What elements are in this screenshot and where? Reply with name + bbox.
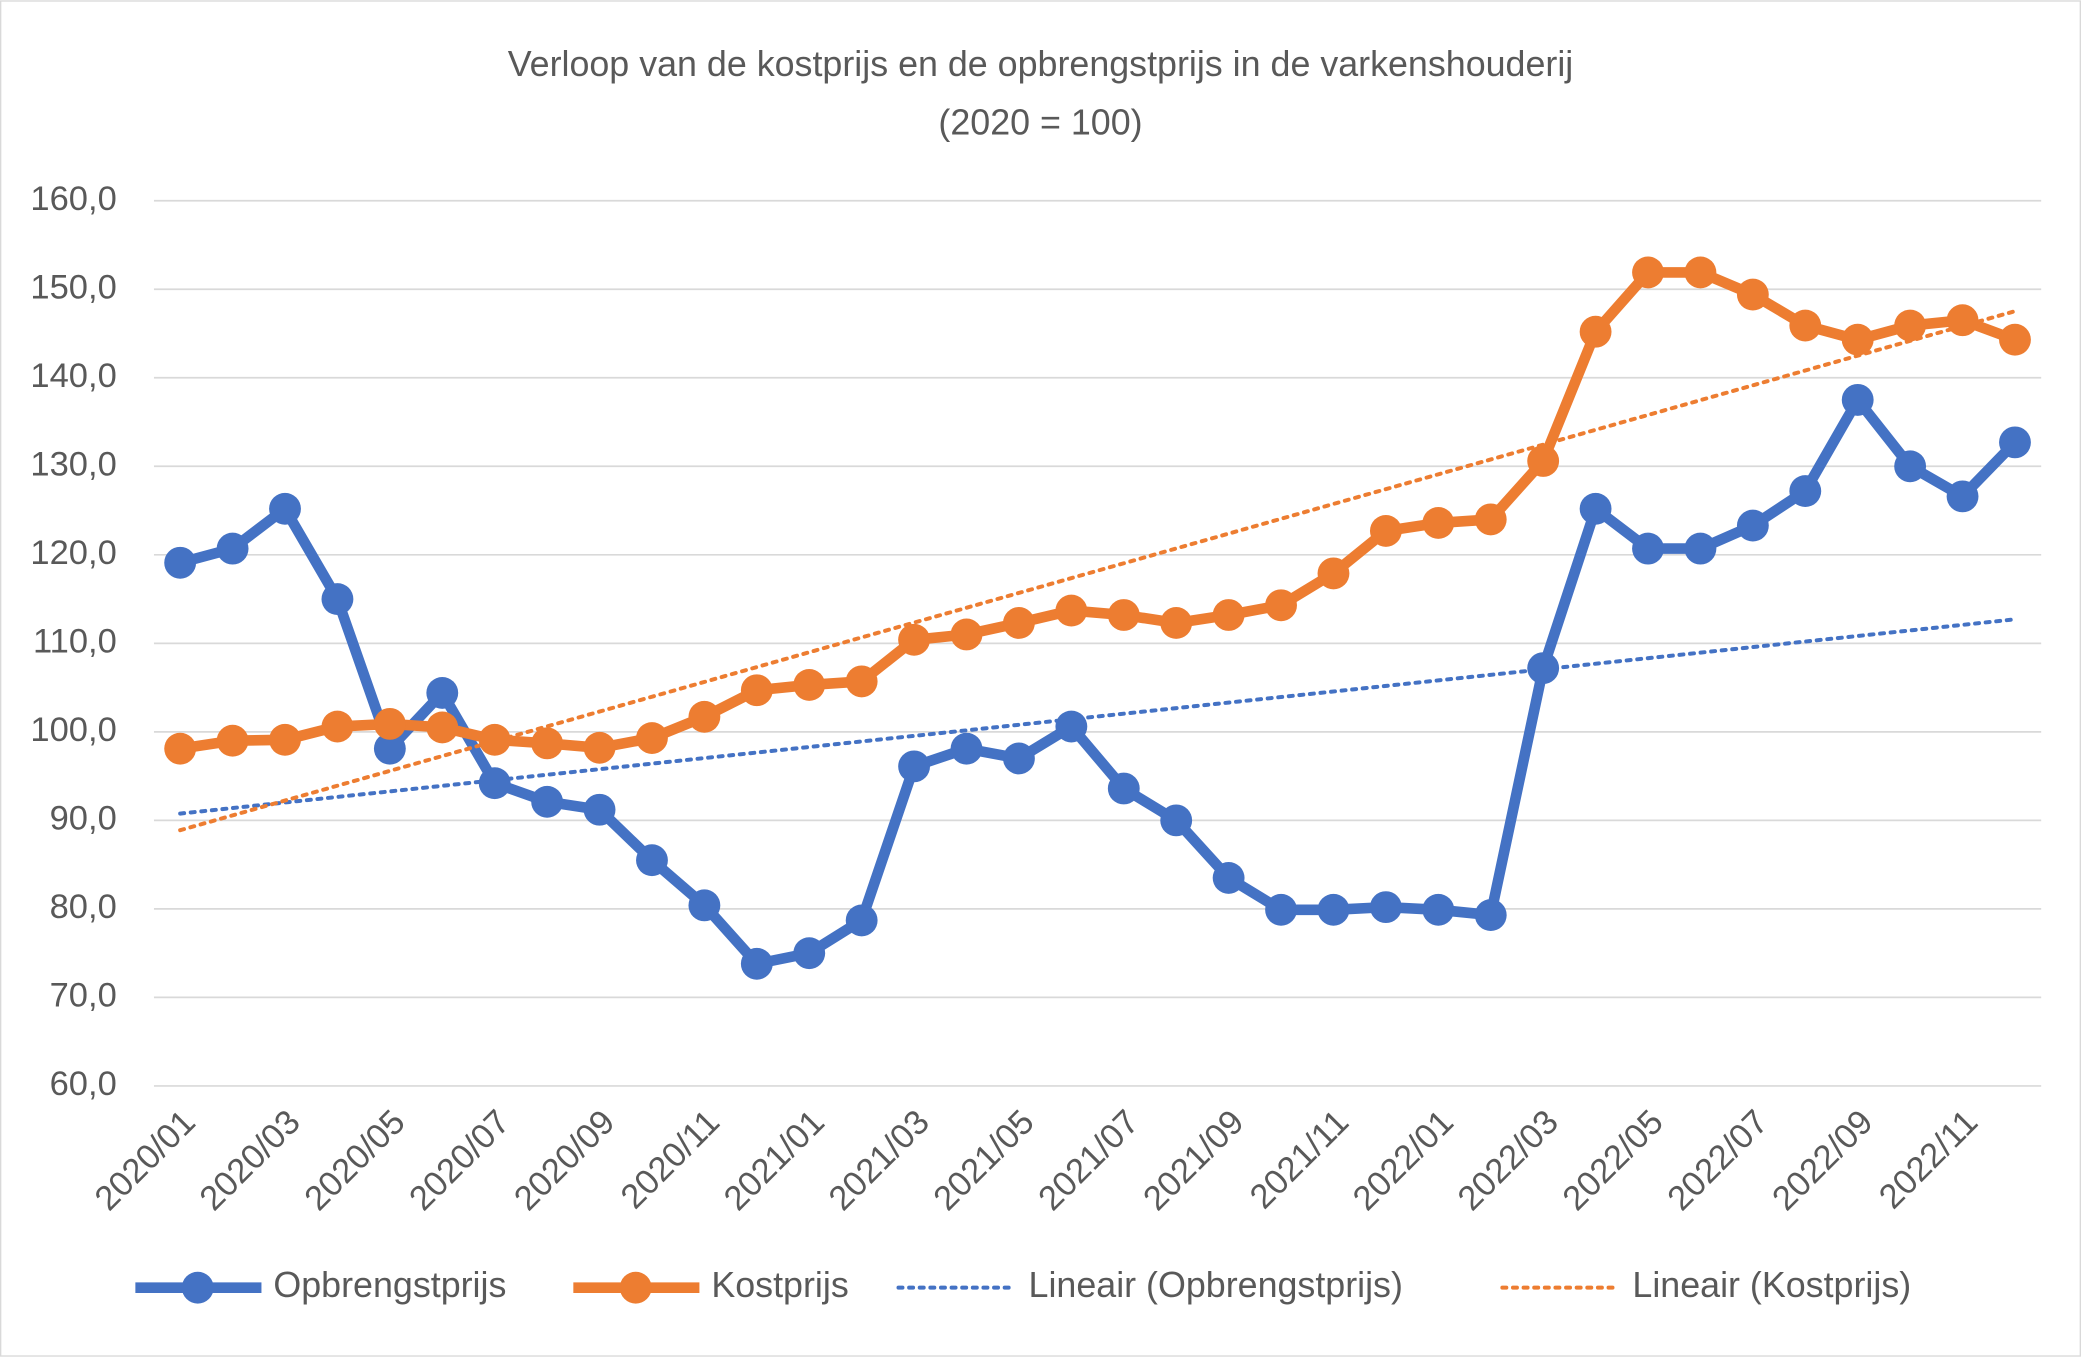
y-tick-label: 60,0 [50, 1065, 117, 1103]
data-point [373, 707, 406, 740]
data-point [1527, 445, 1560, 477]
data-point [1160, 804, 1193, 837]
data-point [321, 583, 354, 615]
legend-marker [619, 1271, 652, 1304]
data-point [269, 723, 301, 756]
data-point [373, 732, 406, 765]
legend-label: Lineair (Opbrengstprijs) [1029, 1265, 1403, 1305]
data-point [688, 889, 721, 922]
data-point [740, 674, 773, 707]
data-point [1841, 323, 1874, 356]
y-tick-label: 120,0 [30, 534, 116, 572]
y-tick-label: 100,0 [30, 711, 116, 749]
y-tick-label: 110,0 [33, 622, 117, 660]
data-point [583, 793, 616, 826]
data-point [1999, 323, 2031, 356]
legend-marker [181, 1271, 214, 1304]
data-point [688, 700, 721, 733]
data-point [1212, 599, 1245, 631]
data-point [1107, 772, 1140, 805]
data-point [1894, 450, 1927, 483]
data-point [1736, 278, 1769, 311]
data-point [636, 722, 668, 754]
data-point [426, 711, 459, 744]
data-point [636, 844, 668, 877]
data-point [1317, 893, 1350, 926]
data-point [1212, 861, 1245, 894]
data-point [1317, 557, 1350, 590]
data-point [1999, 426, 2031, 459]
data-point [1107, 599, 1140, 631]
data-point [950, 732, 983, 765]
y-tick-label: 90,0 [50, 799, 117, 837]
data-point [1003, 607, 1035, 639]
data-point [216, 724, 249, 757]
y-tick-label: 160,0 [30, 180, 116, 218]
data-point [845, 904, 878, 937]
data-point [426, 676, 459, 709]
data-point [1946, 304, 1979, 337]
data-point [950, 618, 983, 651]
data-point [1684, 256, 1717, 289]
data-point [1422, 507, 1455, 539]
data-point [1894, 309, 1927, 342]
data-point [1632, 532, 1664, 565]
data-point [164, 732, 197, 765]
data-point [583, 731, 616, 764]
data-point [1055, 710, 1088, 743]
legend-label: Opbrengstprijs [273, 1265, 506, 1305]
data-point [478, 723, 511, 756]
data-point [1632, 256, 1664, 289]
data-point [164, 546, 197, 579]
data-point [531, 727, 564, 760]
data-point [740, 947, 773, 980]
data-point [1474, 899, 1507, 932]
data-point [1369, 891, 1402, 924]
data-point [1841, 383, 1874, 416]
data-point [1789, 309, 1822, 342]
legend-label: Lineair (Kostprijs) [1632, 1265, 1911, 1305]
data-point [478, 767, 511, 800]
y-tick-label: 140,0 [30, 357, 116, 395]
data-point [1527, 652, 1560, 685]
data-point [1579, 492, 1612, 525]
data-point [1422, 893, 1455, 926]
data-point [1736, 509, 1769, 542]
data-point [1579, 315, 1612, 348]
data-point [898, 623, 931, 656]
data-point [1474, 503, 1507, 536]
chart-subtitle: (2020 = 100) [938, 103, 1142, 143]
data-point [1789, 475, 1822, 507]
data-point [1265, 893, 1297, 926]
data-point [1369, 514, 1402, 547]
data-point [1003, 742, 1035, 775]
data-point [216, 532, 249, 565]
y-tick-label: 70,0 [50, 977, 117, 1015]
legend-label: Kostprijs [711, 1265, 848, 1305]
data-point [1265, 589, 1297, 622]
data-point [321, 710, 354, 743]
chart-title: Verloop van de kostprijs en de opbrengst… [508, 44, 1574, 84]
data-point [1946, 480, 1979, 513]
y-tick-label: 130,0 [30, 445, 116, 483]
data-point [269, 492, 301, 525]
data-point [1160, 607, 1193, 639]
data-point [793, 669, 826, 701]
data-point [1055, 594, 1088, 627]
y-tick-label: 150,0 [30, 268, 116, 306]
data-point [531, 785, 564, 818]
y-tick-label: 80,0 [50, 888, 117, 926]
data-point [793, 937, 826, 970]
data-point [898, 750, 931, 783]
data-point [1684, 532, 1717, 565]
data-point [845, 665, 878, 698]
